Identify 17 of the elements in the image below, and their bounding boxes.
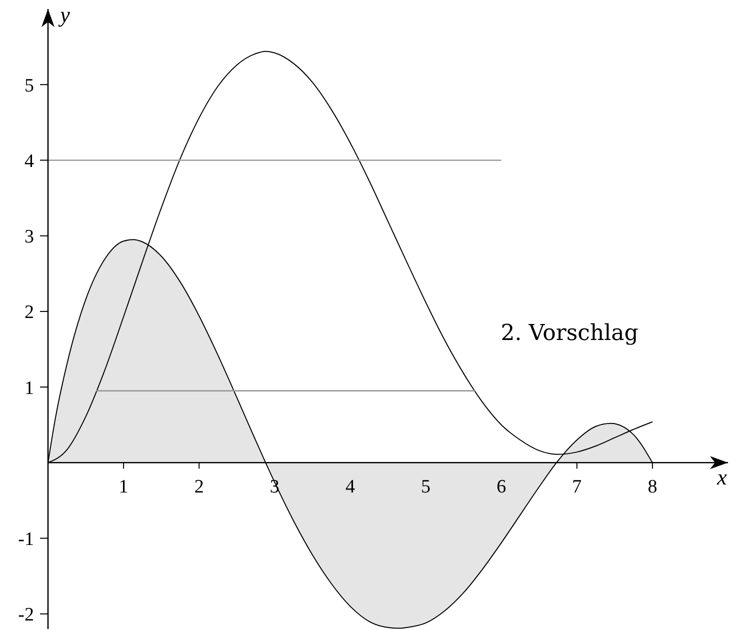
x-tick-label: 1 — [118, 476, 128, 498]
y-tick-label: -2 — [18, 604, 34, 626]
y-tick-label: 3 — [24, 226, 34, 248]
x-tick-label: 5 — [421, 476, 431, 498]
annotation: 2. Vorschlag — [500, 321, 638, 346]
x-tick-label: 6 — [496, 476, 506, 498]
y-axis-title: y — [58, 2, 70, 27]
x-tick-label: 4 — [345, 476, 356, 498]
x-tick-label: 2 — [194, 476, 204, 498]
y-tick-label: -1 — [18, 529, 34, 550]
x-tick-label: 8 — [648, 476, 658, 498]
y-tick-label: 2 — [24, 302, 34, 324]
x-axis-title: x — [716, 464, 728, 490]
y-tick-label: 5 — [24, 75, 34, 96]
y-tick-label: 1 — [24, 378, 34, 399]
y-tick-label: 4 — [24, 150, 34, 172]
x-tick-label: 7 — [572, 476, 582, 498]
